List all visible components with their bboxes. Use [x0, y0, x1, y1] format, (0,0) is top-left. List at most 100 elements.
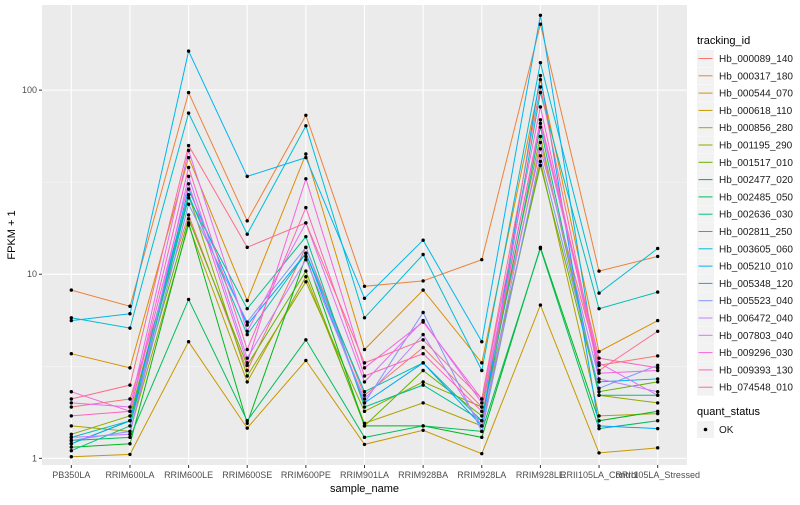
data-point — [362, 316, 367, 320]
legend-item: Hb_005210_010 — [697, 257, 793, 275]
legend2-items: OK — [697, 421, 734, 438]
data-point — [655, 426, 660, 431]
data-point — [538, 140, 543, 145]
data-point — [480, 409, 484, 414]
data-point — [304, 155, 308, 160]
data-point — [538, 90, 543, 95]
data-point — [655, 354, 660, 358]
data-point — [128, 442, 132, 446]
data-point — [421, 352, 425, 356]
data-point — [597, 390, 601, 394]
data-point — [362, 374, 367, 378]
legend-item: Hb_009296_030 — [697, 344, 793, 362]
legend-label: Hb_005523_040 — [719, 296, 793, 307]
data-point — [186, 90, 191, 95]
legend-label: Hb_005348_120 — [719, 279, 793, 290]
data-point — [538, 85, 543, 89]
legend-item: Hb_002811_250 — [697, 223, 793, 240]
data-point — [655, 246, 660, 251]
data-point — [362, 421, 367, 425]
data-point — [597, 380, 601, 384]
y-axis-title: FPKM + 1 — [6, 210, 18, 259]
legend-label: Hb_003605_060 — [719, 244, 793, 255]
data-point — [245, 232, 249, 236]
data-point — [69, 397, 74, 401]
y-axis: 1 10 100 — [22, 85, 42, 463]
data-point — [69, 390, 74, 394]
data-point — [69, 352, 74, 356]
data-point — [421, 288, 425, 292]
data-point — [362, 401, 367, 405]
data-point — [480, 368, 484, 373]
data-point — [538, 60, 543, 65]
data-point — [597, 291, 601, 295]
data-point — [304, 269, 308, 273]
data-point — [186, 213, 191, 217]
data-point — [245, 306, 249, 311]
data-point — [480, 451, 484, 456]
legend-label: Hb_007803_040 — [719, 331, 793, 342]
data-point — [128, 383, 132, 387]
data-point — [304, 358, 308, 363]
legend-item: Hb_000856_280 — [697, 119, 793, 137]
data-point — [245, 332, 249, 337]
data-point — [128, 397, 132, 401]
data-point — [538, 105, 543, 109]
data-point — [69, 401, 74, 405]
data-point — [362, 284, 367, 288]
legend-label: Hb_074548_010 — [719, 383, 793, 394]
legend-item: Hb_002636_030 — [697, 205, 793, 223]
data-point — [245, 368, 249, 373]
x-tick-label: RRII105LA_Control — [560, 470, 638, 480]
legend-item: Hb_007803_040 — [697, 326, 793, 344]
data-point — [362, 442, 367, 447]
data-point — [304, 124, 308, 128]
data-point — [186, 49, 191, 53]
data-point — [128, 432, 132, 437]
data-point — [186, 187, 191, 191]
data-point — [304, 280, 308, 284]
legend-item: Hb_000544_070 — [697, 84, 793, 102]
data-point — [304, 177, 308, 181]
legend-label: Hb_000317_180 — [719, 71, 793, 82]
legend-label: Hb_000856_280 — [719, 123, 793, 134]
data-point — [362, 393, 367, 397]
data-point — [655, 368, 660, 373]
data-point — [655, 377, 660, 381]
x-tick-label: RRII105LA_Stressed — [615, 470, 700, 480]
data-point — [69, 432, 74, 437]
data-point — [597, 451, 601, 455]
legend-label: Hb_000089_140 — [719, 54, 793, 65]
data-point — [655, 318, 660, 323]
data-point — [186, 196, 191, 200]
data-point — [186, 143, 191, 148]
data-point — [304, 234, 308, 239]
y-tick-label: 10 — [27, 269, 37, 279]
data-point — [421, 428, 425, 432]
data-point — [186, 217, 191, 221]
data-point — [538, 246, 543, 251]
legend-item: Hb_000317_180 — [697, 67, 793, 85]
x-tick-label: RRIM901LA — [340, 470, 389, 480]
legend-items: Hb_000089_140 Hb_000317_180 Hb_000544_070 H… — [697, 50, 793, 396]
data-point — [69, 435, 74, 440]
data-point — [128, 424, 132, 428]
legend-item: Hb_002477_020 — [697, 171, 793, 189]
data-point — [538, 121, 543, 126]
data-point — [69, 316, 74, 320]
data-point — [245, 245, 249, 250]
data-point — [245, 363, 249, 368]
data-point — [128, 312, 132, 316]
data-point — [362, 296, 367, 301]
data-point — [421, 368, 425, 373]
x-tick-label: RRIM928LE — [516, 470, 565, 480]
data-point — [245, 298, 249, 303]
y-tick-label: 100 — [22, 85, 37, 95]
data-point — [69, 438, 74, 443]
data-point — [304, 205, 308, 210]
data-point — [362, 409, 367, 414]
legend-item: Hb_000618_110 — [697, 101, 793, 119]
data-point — [245, 329, 249, 333]
data-point — [655, 390, 660, 394]
